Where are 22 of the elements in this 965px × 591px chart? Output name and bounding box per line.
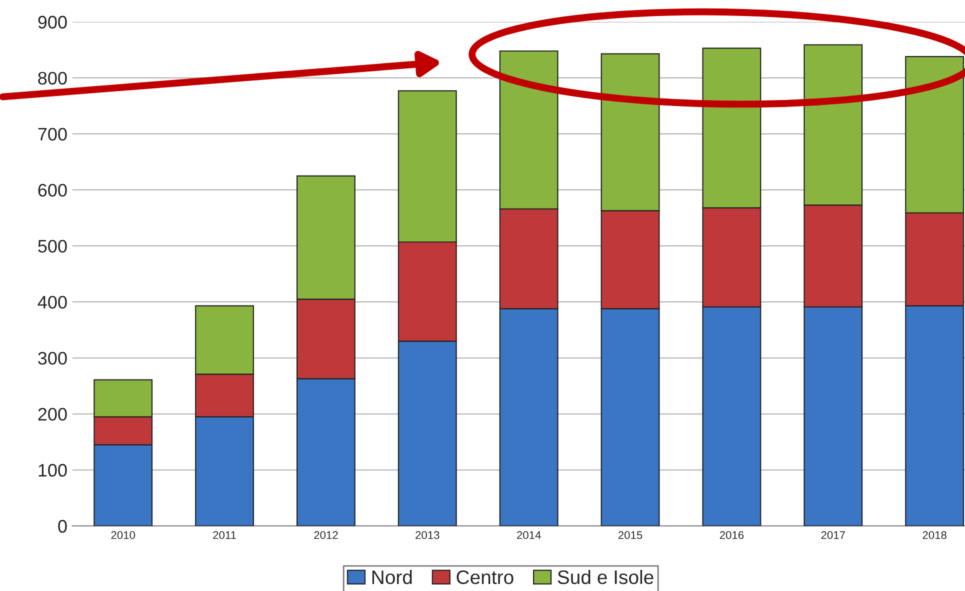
y-tick-label: 800 — [38, 72, 67, 85]
y-tick-label: 500 — [38, 240, 67, 253]
x-tick-label: 2013 — [416, 531, 440, 540]
x-tick-label: 2018 — [922, 531, 946, 540]
y-tick-label: 900 — [38, 16, 67, 29]
x-tick-label: 2014 — [517, 531, 541, 540]
y-tick-label: 0 — [58, 520, 67, 533]
y-tick-label: 200 — [38, 408, 67, 421]
x-tick-label: 2012 — [314, 531, 338, 540]
y-tick-label: 300 — [38, 352, 67, 365]
legend-label: Sud e Isole — [558, 570, 654, 584]
y-tick-label: 700 — [38, 128, 67, 141]
x-tick-label: 2015 — [618, 531, 642, 540]
y-tick-label: 100 — [38, 464, 67, 477]
x-tick-label: 2016 — [720, 531, 744, 540]
legend-label: Nord — [372, 570, 412, 584]
legend-label: Centro — [456, 570, 514, 584]
y-tick-label: 600 — [38, 184, 67, 197]
x-tick-label: 2010 — [111, 531, 136, 540]
x-tick-label: 2011 — [213, 531, 236, 540]
y-tick-label: 400 — [38, 296, 67, 309]
x-tick-label: 2017 — [821, 531, 845, 540]
